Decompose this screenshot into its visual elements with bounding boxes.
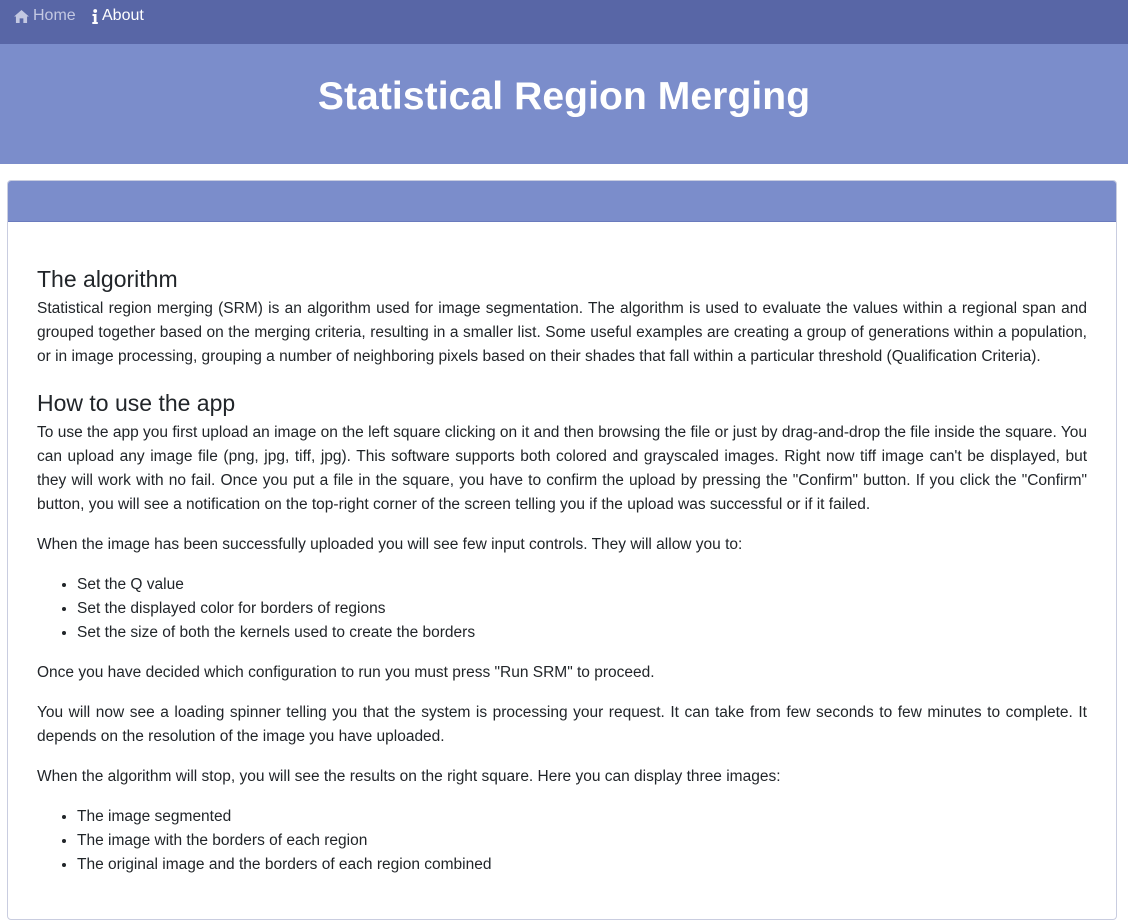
controls-list: Set the Q value Set the displayed color … xyxy=(37,573,1087,645)
nav-home-label: Home xyxy=(33,7,76,24)
howto-paragraph-run: Once you have decided which configuratio… xyxy=(37,664,655,681)
hero-banner: Statistical Region Merging xyxy=(0,44,1128,164)
nav-home-link[interactable]: Home xyxy=(14,6,76,26)
top-navbar: Home About xyxy=(0,0,1128,44)
info-icon xyxy=(92,8,98,24)
content-card: The algorithm Statistical region merging… xyxy=(7,180,1117,920)
list-item: The original image and the borders of ea… xyxy=(77,853,1087,877)
algorithm-paragraph: Statistical region merging (SRM) is an a… xyxy=(37,300,1087,365)
list-item: Set the displayed color for borders of r… xyxy=(77,597,1087,621)
home-icon xyxy=(14,9,29,23)
nav-about-link[interactable]: About xyxy=(92,6,144,26)
howto-paragraph-spinner: You will now see a loading spinner telli… xyxy=(37,704,1087,745)
nav-about-label: About xyxy=(102,7,144,24)
howto-paragraph-controls-intro: When the image has been successfully upl… xyxy=(37,536,743,553)
list-item: The image with the borders of each regio… xyxy=(77,829,1087,853)
list-item: Set the Q value xyxy=(77,573,1087,597)
card-body: The algorithm Statistical region merging… xyxy=(37,265,1087,893)
card-header xyxy=(8,181,1116,222)
results-list: The image segmented The image with the b… xyxy=(37,805,1087,877)
howto-paragraph-results-intro: When the algorithm will stop, you will s… xyxy=(37,768,781,785)
list-item: Set the size of both the kernels used to… xyxy=(77,621,1087,645)
section-heading-algorithm: The algorithm xyxy=(37,266,178,292)
list-item: The image segmented xyxy=(77,805,1087,829)
howto-paragraph-upload: To use the app you first upload an image… xyxy=(37,424,1087,513)
page-title: Statistical Region Merging xyxy=(317,75,811,118)
section-heading-howto: How to use the app xyxy=(37,390,236,416)
